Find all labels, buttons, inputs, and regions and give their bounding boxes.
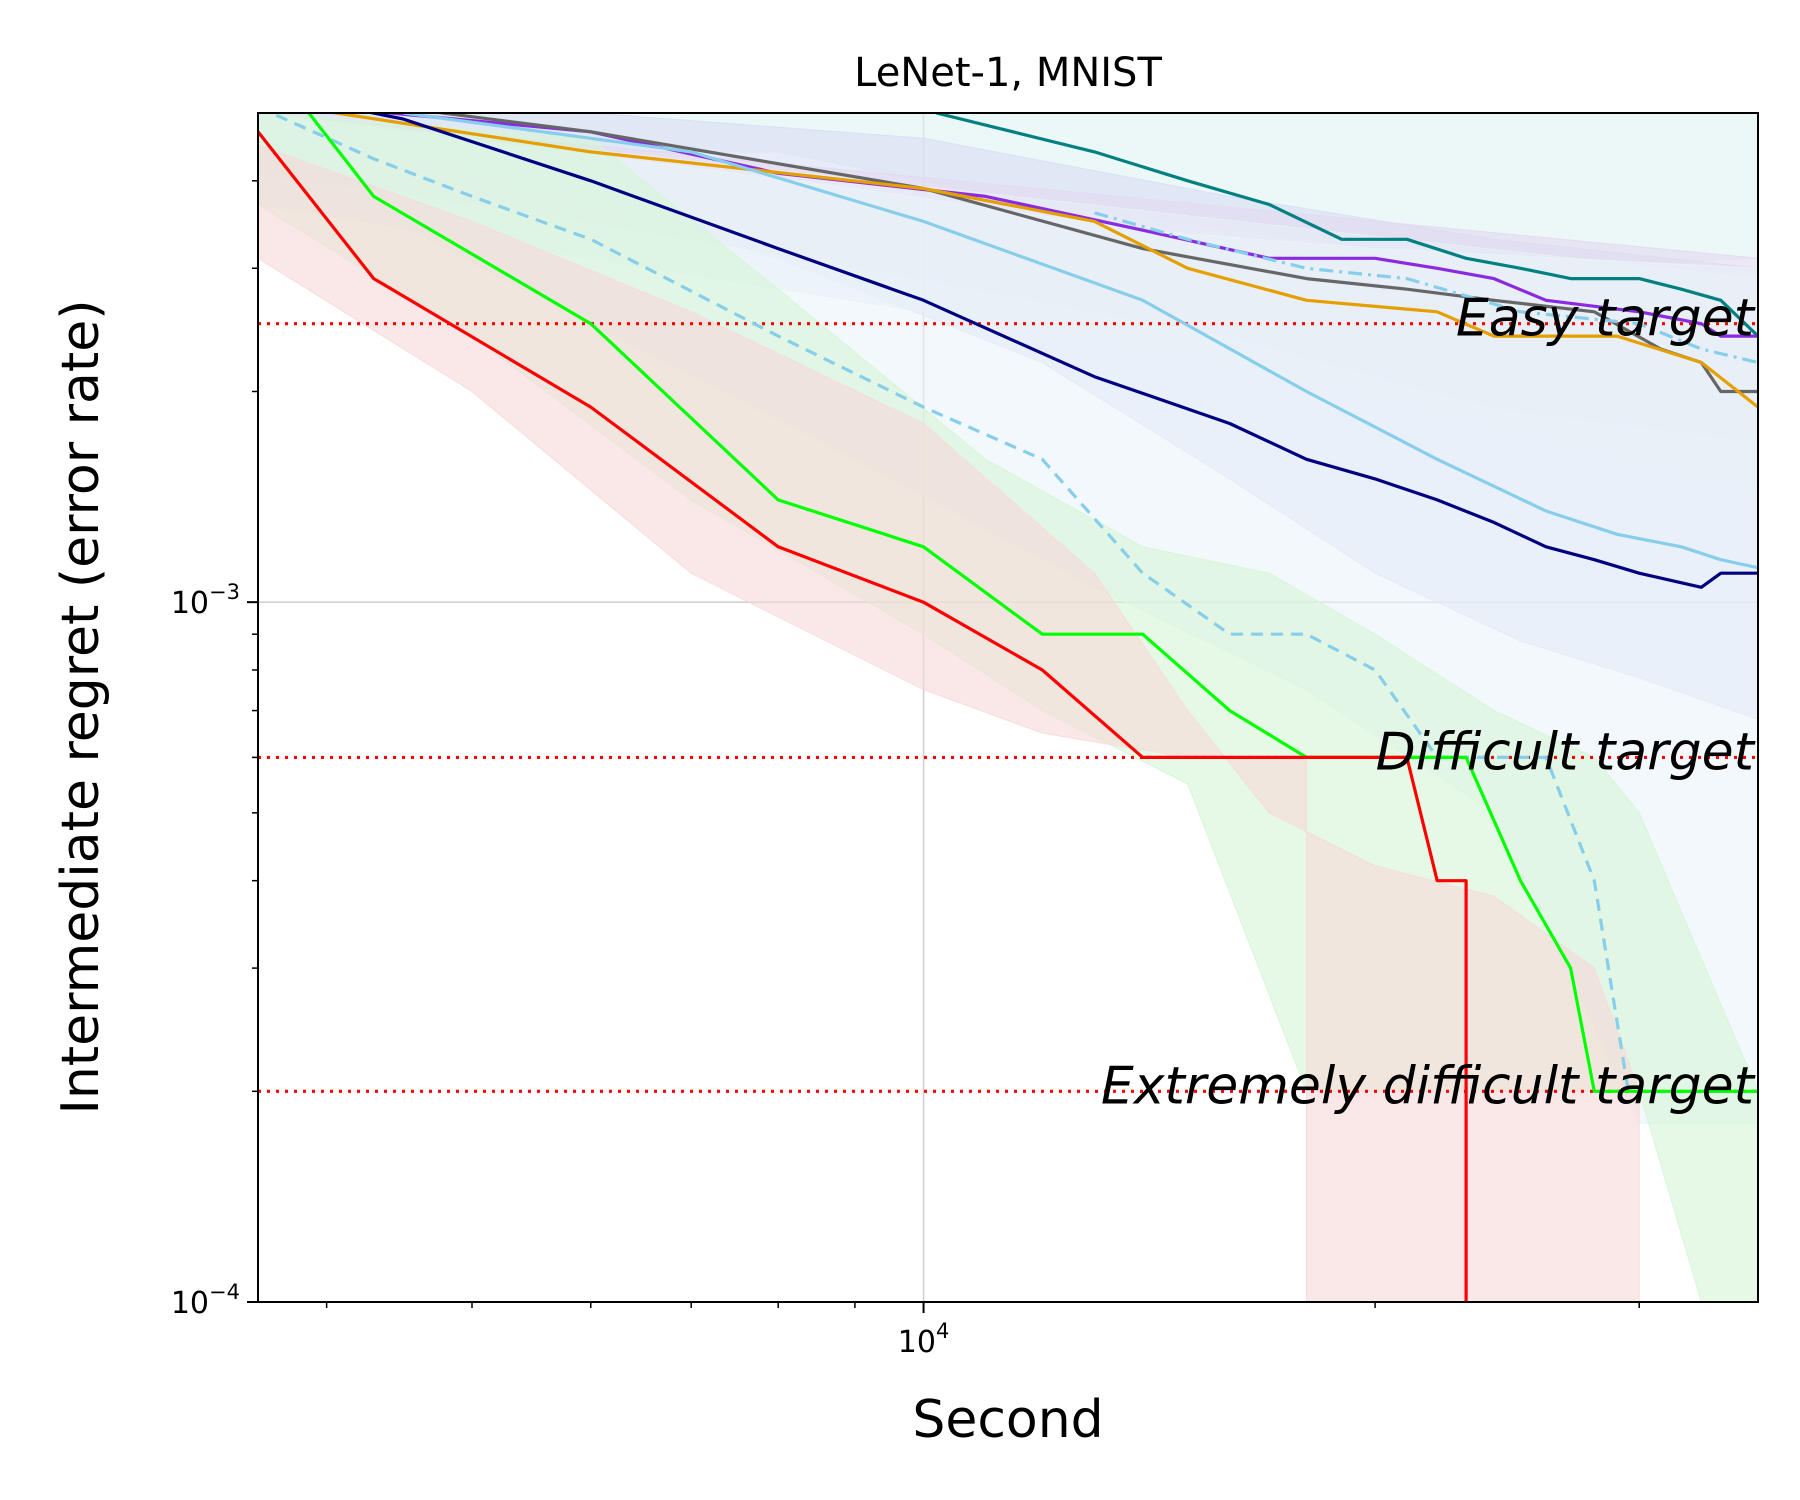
plot-frame <box>257 112 1759 1303</box>
axis-ticks: 104 10−3 10−4 <box>171 180 1640 1360</box>
series-skyblue-dashdot <box>1094 211 1758 365</box>
series-dimgray <box>429 113 1758 394</box>
y-tick-label: 10−4 <box>171 1280 240 1321</box>
series-navy <box>365 113 1758 589</box>
x-tick-label: 104 <box>898 1319 950 1360</box>
band-6 <box>258 144 1640 1302</box>
target-label-0: Easy target <box>1456 289 1756 349</box>
y-tick-label: 10−3 <box>171 580 240 621</box>
target-label-1: Difficult target <box>1376 722 1756 782</box>
target-lines <box>258 322 1758 1093</box>
series-lime <box>306 113 1758 1093</box>
y-axis-label: Intermediate regret (error rate) <box>51 299 111 1114</box>
target-labels: Easy target Difficult target Extremely dif… <box>1101 289 1756 1117</box>
x-axis-label: Second <box>912 1390 1103 1450</box>
chart-title: LeNet-1, MNIST <box>854 50 1162 96</box>
series-orange <box>325 113 1758 409</box>
series-red <box>258 130 1468 1302</box>
series-skyblue-solid <box>403 113 1758 570</box>
target-label-2: Extremely difficult target <box>1101 1056 1756 1116</box>
series-teal <box>936 113 1758 338</box>
series-lines <box>258 113 1758 1302</box>
